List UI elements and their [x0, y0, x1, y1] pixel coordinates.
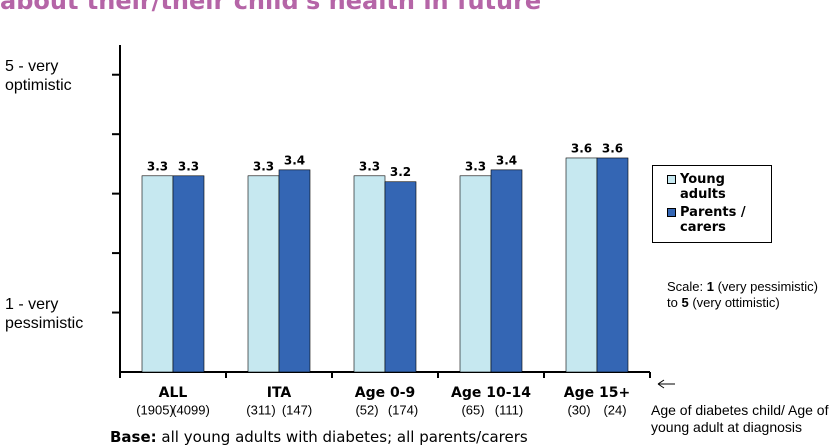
- value-label: 3.3: [178, 159, 199, 173]
- base-label: (30): [567, 402, 590, 417]
- base-label: (65): [461, 402, 484, 417]
- legend-label: Young adults: [680, 172, 726, 202]
- value-label: 3.6: [602, 141, 623, 155]
- x-tick-label: ALL: [159, 385, 188, 401]
- bar: [141, 175, 174, 373]
- scale-note-part: (very pessimistic) to: [667, 279, 818, 310]
- legend-swatch: [667, 208, 676, 217]
- base-note: Base: all young adults with diabetes; al…: [110, 428, 528, 445]
- bar: [384, 181, 417, 373]
- x-tick-label: Age 15+: [564, 385, 630, 401]
- value-label: 3.2: [390, 165, 411, 179]
- base-label: (147): [282, 402, 312, 417]
- base-note-part: Base:: [110, 428, 157, 445]
- base-label: (111): [495, 402, 523, 417]
- scale-note-part: (very ottimistic): [688, 295, 780, 310]
- bar: [247, 175, 280, 373]
- chart-title: about their/their child's health in futu…: [0, 0, 542, 15]
- base-label: (174): [388, 402, 418, 417]
- legend: Young adults Parents / carers: [652, 165, 772, 243]
- x-tick-label: Age 0-9: [355, 385, 416, 401]
- bar: [565, 157, 598, 373]
- base-label: (24): [603, 402, 626, 417]
- bar: [278, 169, 311, 373]
- base-note-part: all young adults with diabetes; all pare…: [156, 428, 528, 445]
- value-label: 3.4: [496, 153, 517, 167]
- value-label: 3.3: [253, 159, 274, 173]
- scale-note: Scale: 1 (very pessimistic) to 5 (very o…: [667, 279, 827, 311]
- bar: [353, 175, 386, 373]
- legend-entry: Young adults: [667, 172, 767, 202]
- bar: [172, 175, 205, 373]
- y-tick-label: 1 - very pessimistic: [5, 295, 84, 332]
- scale-note-part: 5: [681, 295, 689, 310]
- bar: [490, 169, 523, 373]
- legend-entry: Parents / carers: [667, 205, 767, 235]
- x-axis-note: Age of diabetes child/ Age of young adul…: [651, 402, 829, 435]
- value-label: 3.3: [147, 159, 168, 173]
- scale-note-part: Scale:: [667, 279, 707, 294]
- base-label: (311): [246, 402, 275, 417]
- x-tick-label: Age 10-14: [451, 385, 531, 401]
- value-label: 3.6: [571, 141, 592, 155]
- scale-note-part: 1: [706, 279, 714, 294]
- base-label: (1905): [136, 402, 174, 417]
- arrow: [657, 379, 675, 389]
- base-label: (4099): [172, 402, 210, 417]
- base-label: (52): [355, 402, 378, 417]
- value-label: 3.3: [359, 159, 380, 173]
- value-label: 3.3: [465, 159, 486, 173]
- value-label: 3.4: [284, 153, 305, 167]
- legend-label: Parents / carers: [680, 205, 746, 235]
- bar: [596, 157, 629, 373]
- x-tick-label: ITA: [267, 385, 292, 401]
- legend-swatch: [667, 175, 676, 184]
- y-tick-label: 5 - very optimistic: [5, 57, 72, 94]
- bar: [459, 175, 492, 373]
